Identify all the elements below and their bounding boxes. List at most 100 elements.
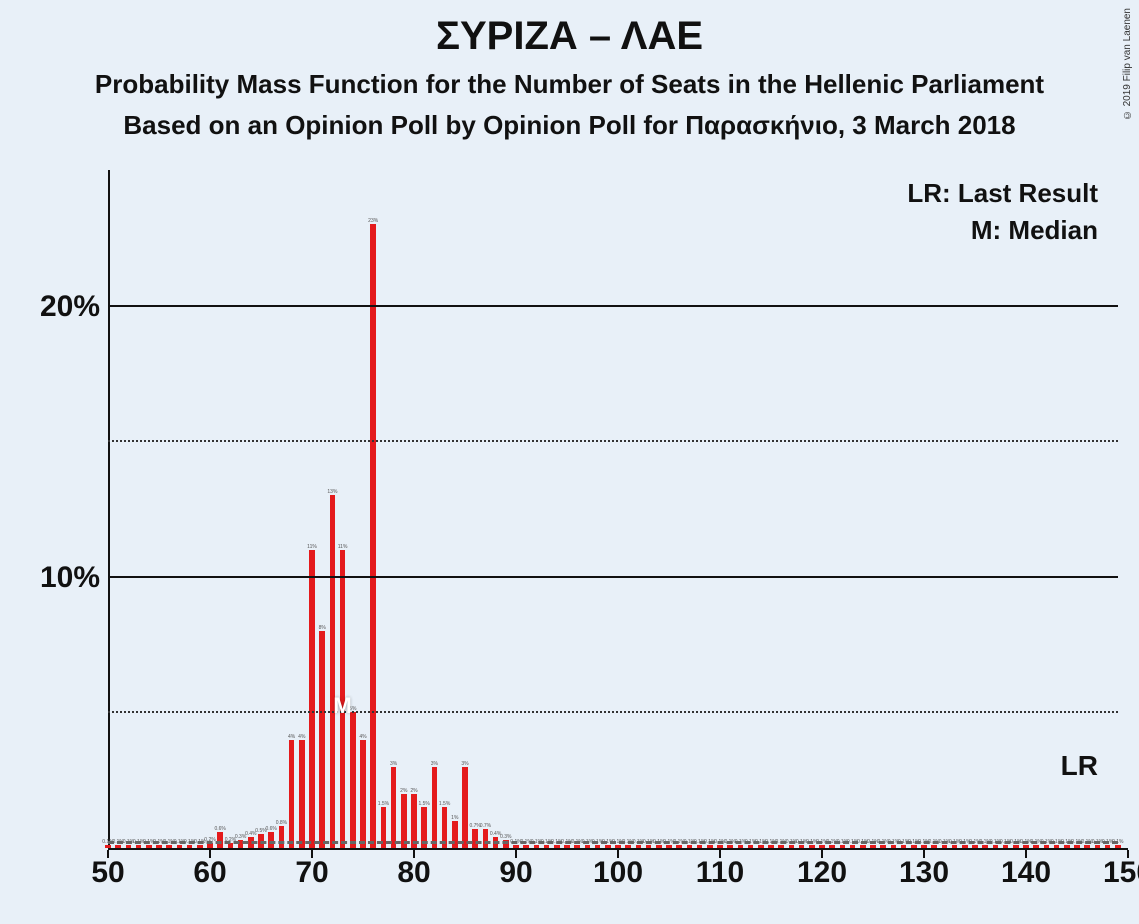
bar: 0.7% [483, 829, 489, 848]
bar: 0.1% [768, 845, 774, 848]
bar: 3% [391, 767, 397, 848]
bar: 0.1% [840, 845, 846, 848]
bar: 0.1% [972, 845, 978, 848]
bar: 0.1% [901, 845, 907, 848]
x-tick-label: 60 [193, 856, 226, 890]
bar-value-label: 8% [319, 625, 326, 631]
bar: 0.1% [942, 845, 948, 848]
bar: 0.6% [217, 832, 223, 848]
bar: 0.1% [880, 845, 886, 848]
bar: 4% [289, 740, 295, 848]
bar: 0.1% [656, 845, 662, 848]
bar: 0.1% [646, 845, 652, 848]
bar: 0.1% [1023, 845, 1029, 848]
lr-marker-label: LR [1061, 750, 1098, 782]
bar: 23% [370, 224, 376, 848]
bar-value-label: 2% [400, 788, 407, 794]
bar: 0.1% [115, 845, 121, 848]
bar-value-label: 1.5% [378, 801, 389, 807]
x-tick-label: 130 [899, 856, 949, 890]
bar-value-label: 0.6% [214, 826, 225, 832]
bar: 5% [350, 712, 356, 848]
bar-value-label: 11% [338, 544, 348, 550]
bar: 0.1% [1095, 845, 1101, 848]
chart-subtitle-1: Probability Mass Function for the Number… [0, 59, 1139, 100]
bar: 0.1% [1033, 845, 1039, 848]
bar: 0.1% [911, 845, 917, 848]
bar: 3% [462, 767, 468, 848]
x-tick-label: 90 [499, 856, 532, 890]
bar-value-label: 11% [307, 544, 317, 550]
bar: 0.1% [860, 845, 866, 848]
bar: 0.1% [523, 845, 529, 848]
bar: 0.1% [982, 845, 988, 848]
bar: 0.1% [809, 845, 815, 848]
chart-subtitle-2: Based on an Opinion Poll by Opinion Poll… [0, 100, 1139, 141]
bar: 0.1% [850, 845, 856, 848]
bar: 0.1% [126, 845, 132, 848]
bar: 0.1% [758, 845, 764, 848]
bar: 0.1% [829, 845, 835, 848]
gridline-minor [108, 711, 1118, 713]
bar: 0.1% [564, 845, 570, 848]
bar-value-label: 23% [368, 218, 378, 224]
bar: 0.1% [870, 845, 876, 848]
median-marker: M [333, 693, 351, 719]
bar-value-label: 3% [431, 761, 438, 767]
bar: 0.1% [1044, 845, 1050, 848]
bar: 0.1% [789, 845, 795, 848]
bar: 13% [330, 495, 336, 848]
bar: 0.1% [1084, 845, 1090, 848]
bar: 0.1% [799, 845, 805, 848]
bar: 0.1% [748, 845, 754, 848]
chart-title: ΣΥΡΙΖΑ – ΛΑΕ [0, 0, 1139, 59]
bar: 0.1% [574, 845, 580, 848]
x-tick-label: 100 [593, 856, 643, 890]
bar: 0.7% [472, 829, 478, 848]
lr-marker-line [108, 841, 1118, 844]
gridline-minor [108, 440, 1118, 442]
bar-value-label: 1.5% [439, 801, 450, 807]
bar: 0.1% [1105, 845, 1111, 848]
bar-value-label: 0.8% [276, 820, 287, 826]
bar: 4% [360, 740, 366, 848]
plot-area: LR: Last Result M: Median 0.1%0.1%0.1%0.… [108, 170, 1128, 850]
bar: 0.1% [931, 845, 937, 848]
bar: 0.1% [605, 845, 611, 848]
gridline-major [108, 576, 1118, 578]
bar: 0.1% [962, 845, 968, 848]
bar-value-label: 0.7% [480, 823, 491, 829]
x-tick-label: 150 [1103, 856, 1139, 890]
bar-value-label: 3% [390, 761, 397, 767]
bar: 0.1% [1115, 845, 1121, 848]
bar: 0.1% [819, 845, 825, 848]
x-tick-label: 110 [696, 856, 744, 890]
bar: 2% [401, 794, 407, 848]
bar: 0.1% [136, 845, 142, 848]
bar: 0.1% [687, 845, 693, 848]
gridline-major [108, 305, 1118, 307]
bar: 0.1% [697, 845, 703, 848]
bar: 0.1% [891, 845, 897, 848]
bar: 0.1% [952, 845, 958, 848]
bar: 0.1% [105, 845, 111, 848]
x-tick-label: 120 [797, 856, 847, 890]
bar: 0.1% [1003, 845, 1009, 848]
bars-group: 0.1% 0.1% 0.1% 0.1% 0.1% 0.1% 0.1% 0.1% 0.1% 0.1%… [108, 170, 1128, 848]
bar: 0.1% [636, 845, 642, 848]
bar: 0.1% [921, 845, 927, 848]
bar: 0.1% [585, 845, 591, 848]
bar-value-label: 0.6% [265, 826, 276, 832]
bar-value-label: 13% [327, 489, 337, 495]
bar: 8% [319, 631, 325, 848]
bar-value-label: 1.5% [418, 801, 429, 807]
bar: 0.1% [1074, 845, 1080, 848]
bar: 0.1% [1064, 845, 1070, 848]
x-tick-label: 70 [295, 856, 328, 890]
bar: 3% [432, 767, 438, 848]
bar: 0.1% [778, 845, 784, 848]
x-tick-label: 50 [91, 856, 124, 890]
bar: 2% [411, 794, 417, 848]
bar-value-label: 1% [451, 815, 458, 821]
bar: 11% [309, 550, 315, 848]
